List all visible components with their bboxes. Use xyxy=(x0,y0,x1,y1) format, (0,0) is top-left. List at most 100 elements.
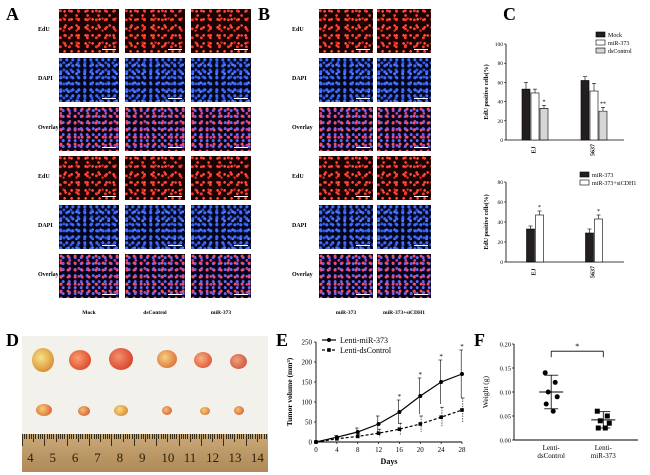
scale-bar xyxy=(414,147,428,148)
ruler-tick xyxy=(64,434,66,439)
ruler-tick xyxy=(207,434,209,439)
row-label-dapi: DAPI xyxy=(292,223,307,229)
legend-label: Mock xyxy=(608,33,622,39)
ruler-tick xyxy=(256,434,258,442)
ruler-number: 8 xyxy=(116,450,124,465)
tumor-photo-blob xyxy=(234,406,244,415)
micrograph-dapi xyxy=(318,57,374,103)
ruler-tick xyxy=(100,434,102,442)
ruler-tick xyxy=(223,434,225,446)
tumor-photo-blob xyxy=(36,404,52,416)
data-point xyxy=(314,440,318,444)
y-tick-label: 0.20 xyxy=(500,342,511,349)
ruler-tick xyxy=(82,434,84,439)
data-point xyxy=(335,437,339,441)
ruler-tick xyxy=(194,434,196,439)
ruler-tick xyxy=(241,434,243,439)
ruler-number: 7 xyxy=(94,450,101,465)
ruler-tick xyxy=(77,434,79,442)
ruler-number: 9 xyxy=(139,450,146,465)
ruler-tick xyxy=(156,434,158,446)
micrograph-ovl xyxy=(124,106,186,152)
data-point xyxy=(397,427,402,431)
ruler-tick xyxy=(153,434,155,439)
micrograph-edu xyxy=(376,155,432,201)
scale-bar xyxy=(356,49,370,50)
ruler-tick xyxy=(158,434,160,439)
y-tick-label: 0.15 xyxy=(500,366,511,373)
data-point xyxy=(418,422,423,426)
data-point xyxy=(355,434,360,439)
ruler-tick xyxy=(178,434,180,446)
ruler-tick xyxy=(42,434,44,439)
tumor-photo-blob xyxy=(109,348,133,370)
micrograph-edu xyxy=(124,155,186,201)
ruler-tick xyxy=(243,434,245,439)
ruler-tick xyxy=(185,434,187,439)
ruler-tick xyxy=(84,434,86,439)
micrograph-ovl xyxy=(190,106,252,152)
micrograph-dapi xyxy=(318,204,374,250)
ruler-tick xyxy=(151,434,153,439)
panel-a-label: A xyxy=(6,4,19,24)
ruler-tick xyxy=(89,434,91,446)
y-tick-label: 20 xyxy=(498,119,504,125)
ruler-tick xyxy=(234,434,236,442)
panel-b-label: B xyxy=(258,4,271,24)
ruler-number: 14 xyxy=(250,450,264,465)
x-tick-label: 28 xyxy=(459,446,467,454)
data-point xyxy=(439,380,444,384)
scale-bar xyxy=(356,98,370,99)
scale-bar xyxy=(356,245,370,246)
ruler-tick xyxy=(142,434,144,439)
ruler-tick xyxy=(167,434,169,442)
series-line xyxy=(315,373,463,443)
ruler-tick xyxy=(33,434,35,442)
ruler-tick xyxy=(236,434,238,439)
x-tick-label: 20 xyxy=(417,446,425,454)
ruler-tick xyxy=(221,434,223,439)
column-label: miR-373+siCDH1 xyxy=(383,310,425,316)
row-label-overlay: Overlay xyxy=(38,125,59,131)
significance-mark: ** xyxy=(600,101,606,107)
ruler-tick xyxy=(261,434,263,439)
tumor-photo-blob xyxy=(78,406,90,416)
x-category-label: 5637 xyxy=(591,144,597,156)
bar xyxy=(539,108,549,141)
ruler-tick xyxy=(26,434,28,439)
ruler-number: 13 xyxy=(228,450,242,465)
y-tick-label: 80 xyxy=(498,61,504,67)
ruler-tick xyxy=(93,434,95,439)
ruler-tick xyxy=(232,434,234,439)
row-label-edu: EdU xyxy=(38,27,50,33)
row-label-dapi: DAPI xyxy=(38,76,53,82)
ruler-tick xyxy=(129,434,131,439)
x-category-label: Lenti- xyxy=(543,444,561,452)
ruler-tick xyxy=(133,434,135,446)
bar xyxy=(530,92,540,141)
ruler-tick xyxy=(238,434,240,439)
y-tick-label: 0 xyxy=(500,138,503,144)
ruler-tick xyxy=(127,434,129,439)
ruler-tick xyxy=(200,434,202,446)
ruler-tick xyxy=(169,434,171,439)
micrograph-ovl xyxy=(318,253,374,299)
ruler-tick xyxy=(106,434,108,439)
ruler-tick xyxy=(37,434,39,439)
ruler-tick xyxy=(98,434,100,439)
x-axis-title: Days xyxy=(381,457,398,466)
scale-bar xyxy=(414,196,428,197)
ruler-tick xyxy=(55,434,57,442)
ruler-tick xyxy=(120,434,122,439)
data-point xyxy=(355,430,360,434)
column-label: Mock xyxy=(82,310,96,316)
row-label-edu: EdU xyxy=(38,174,50,180)
y-tick-label: 20 xyxy=(498,240,504,246)
tumor-photo-blob xyxy=(32,348,54,372)
ruler-tick xyxy=(51,434,53,439)
micrograph-dapi xyxy=(124,57,186,103)
column-label: miR-373 xyxy=(210,310,232,316)
significance-mark: * xyxy=(460,343,464,351)
ruler-tick xyxy=(183,434,185,439)
ruler-tick xyxy=(122,434,124,442)
